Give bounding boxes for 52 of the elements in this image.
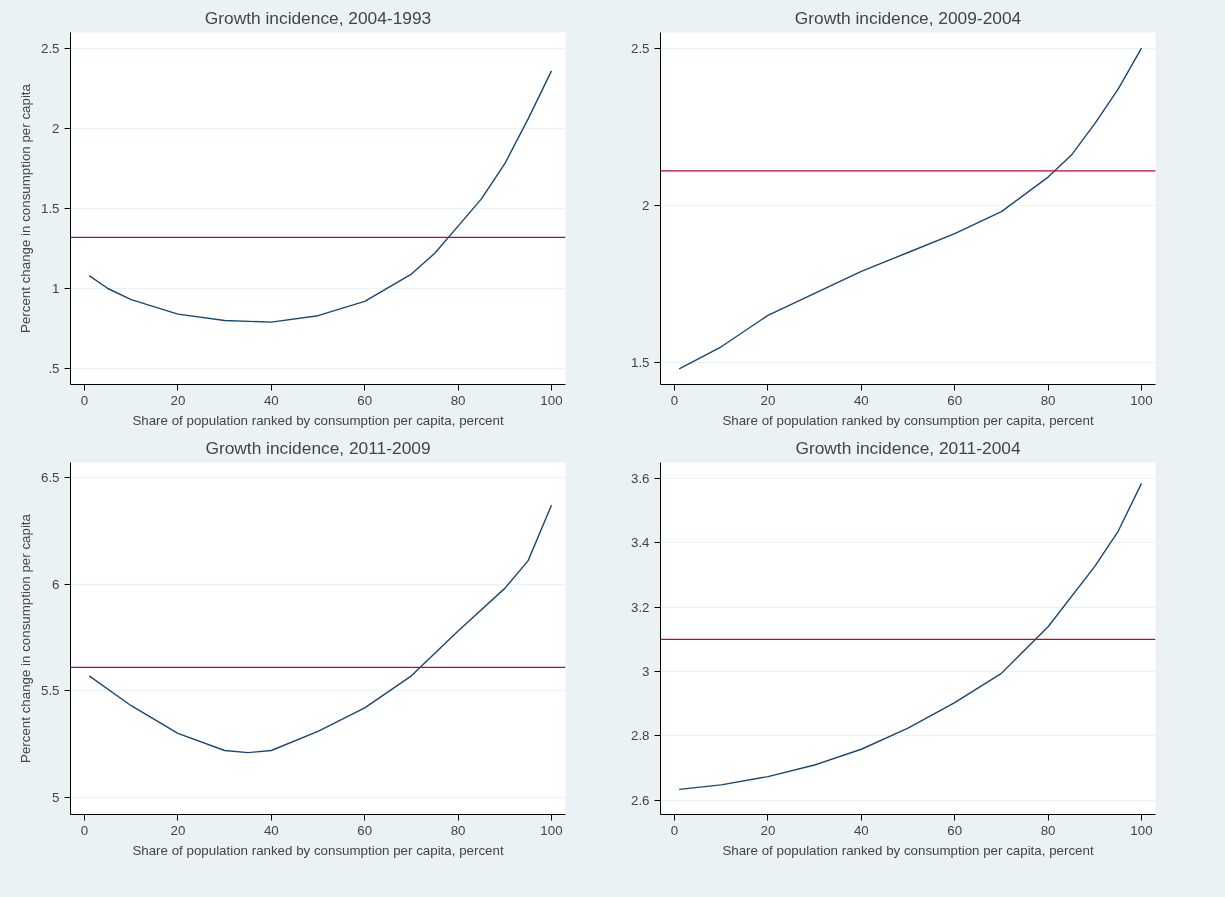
x-tick-label: 20 xyxy=(170,822,186,838)
x-tick-label: 100 xyxy=(1130,822,1153,838)
x-tick-label: 100 xyxy=(540,392,563,408)
x-tick-label: 60 xyxy=(357,822,373,838)
x-tick-label: 40 xyxy=(853,822,869,838)
x-tick-label: 60 xyxy=(947,822,963,838)
x-tick-label: 20 xyxy=(170,392,186,408)
y-tick-label: 1 xyxy=(52,281,60,296)
x-tick-label: 40 xyxy=(263,392,279,408)
x-tick-label: 80 xyxy=(1040,392,1056,408)
chart-title: Growth incidence, 2011-2004 xyxy=(795,437,1021,458)
x-tick-label: 100 xyxy=(1130,392,1153,408)
y-tick-label: 2 xyxy=(52,121,60,136)
y-tick-label: 3.6 xyxy=(630,471,650,487)
x-tick-label: 80 xyxy=(450,822,466,838)
y-tick-label: 6 xyxy=(52,576,60,592)
y-axis-title: Percent change in consumption per capita xyxy=(17,83,33,333)
x-tick-label: 40 xyxy=(853,392,869,408)
x-tick-label: 0 xyxy=(80,392,89,408)
x-axis-title: Share of population ranked by consumption per capita, percent xyxy=(132,842,504,858)
x-tick-label: 0 xyxy=(670,822,679,838)
x-tick-label: 60 xyxy=(357,392,373,408)
y-tick-label: 1.5 xyxy=(40,201,60,216)
chart-title: Growth incidence, 2004-1993 xyxy=(204,7,432,28)
y-tick-label: 3.2 xyxy=(630,599,650,615)
x-tick-label: 20 xyxy=(760,392,776,408)
chart-title: Growth incidence, 2011-2009 xyxy=(205,437,431,458)
y-tick-label: 3 xyxy=(642,663,650,679)
x-tick-label: 20 xyxy=(760,822,776,838)
x-axis-title: Share of population ranked by consumption per capita, percent xyxy=(722,412,1094,428)
x-tick-label: 80 xyxy=(1040,822,1056,838)
y-tick-label: .5 xyxy=(48,361,60,376)
x-tick-label: 60 xyxy=(947,392,963,408)
y-tick-label: 2 xyxy=(642,197,650,213)
x-axis-title: Share of population ranked by consumption per capita, percent xyxy=(132,412,504,428)
y-tick-label: 5.5 xyxy=(40,683,60,699)
x-tick-label: 0 xyxy=(80,822,89,838)
y-tick-label: 2.8 xyxy=(630,728,650,744)
y-tick-label: 5 xyxy=(52,789,60,805)
y-tick-label: 2.6 xyxy=(630,792,650,808)
y-tick-label: 3.4 xyxy=(630,535,651,551)
y-tick-label: 2.5 xyxy=(40,41,60,56)
y-tick-label: 2.5 xyxy=(630,40,650,56)
x-tick-label: 80 xyxy=(450,392,466,408)
y-axis-title: Percent change in consumption per capita xyxy=(17,513,33,763)
chart-title: Growth incidence, 2009-2004 xyxy=(794,7,1022,28)
x-tick-label: 100 xyxy=(540,822,563,838)
x-axis-title: Share of population ranked by consumption per capita, percent xyxy=(722,842,1094,858)
x-tick-label: 0 xyxy=(670,392,679,408)
x-tick-label: 40 xyxy=(263,822,279,838)
y-tick-label: 1.5 xyxy=(630,355,650,370)
y-tick-label: 6.5 xyxy=(40,469,60,485)
